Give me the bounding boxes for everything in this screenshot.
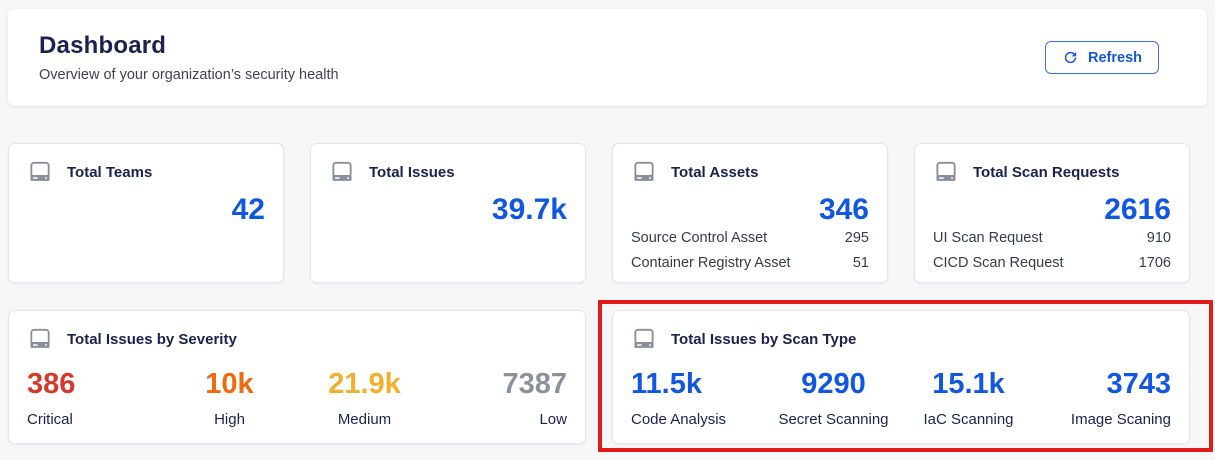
list-item: CICD Scan Request 1706 [933,251,1171,276]
issues-by-scan-type-card: Total Issues by Scan Type 11.5k Code Ana… [612,310,1190,444]
severity-metrics: 386 Critical 10k High 21.9k Medium 7387 … [27,368,567,428]
secret-scanning-label: Secret Scanning [778,411,889,429]
total-teams-value: 42 [231,193,265,226]
drive-icon [631,159,657,185]
metric-card-row: Total Issues by Severity 386 Critical 10… [8,310,1190,444]
list-item-label: Source Control Asset [631,230,768,246]
card-title: Total Issues by Severity [67,330,237,348]
refresh-icon [1064,51,1077,64]
drive-icon [631,326,657,352]
card-title: Total Teams [67,163,153,181]
total-assets-value: 346 [818,193,869,226]
severity-high: 10k High [162,368,297,428]
medium-label: Medium [337,411,392,429]
page-title: Dashboard [39,32,167,59]
card-header: Total Assets [631,159,869,185]
critical-label: Critical [27,411,73,429]
list-item-value: 1706 [1138,255,1171,271]
severity-low: 7387 Low [432,368,567,428]
low-label: Low [539,411,567,429]
total-scan-requests-card: Total Scan Requests 2616 UI Scan Request… [914,143,1190,283]
image-scanning-count: 3743 [1106,368,1171,400]
drive-icon [933,159,959,185]
iac-scanning-count: 15.1k [932,368,1005,400]
critical-count: 386 [27,368,76,400]
drive-icon [329,159,355,185]
scan-secret-scanning: 9290 Secret Scanning [766,368,901,428]
card-header: Total Scan Requests [933,159,1171,185]
drive-icon [27,326,53,352]
scan-request-breakdown: UI Scan Request 910 CICD Scan Request 17… [933,226,1171,276]
severity-critical: 386 Critical [27,368,162,428]
stat-card-row: Total Teams 42 Total Issues 39.7k [8,143,1190,283]
total-issues-value: 39.7k [491,193,567,226]
issues-by-severity-card: Total Issues by Severity 386 Critical 10… [8,310,586,444]
page-header-text: Dashboard Overview of your organization’… [39,32,339,83]
secret-scanning-count: 9290 [801,368,866,400]
card-header: Total Issues by Scan Type [631,326,1171,352]
refresh-button[interactable]: Refresh [1045,41,1159,74]
high-count: 10k [205,368,254,400]
card-header: Total Issues [329,159,567,185]
total-assets-card: Total Assets 346 Source Control Asset 29… [612,143,888,283]
iac-scanning-label: IaC Scanning [923,411,1014,429]
card-title: Total Assets [671,163,759,181]
list-item-value: 51 [852,255,869,271]
code-analysis-label: Code Analysis [631,411,727,429]
card-title: Total Scan Requests [973,163,1120,181]
page-header: Dashboard Overview of your organization’… [8,9,1207,106]
scan-code-analysis: 11.5k Code Analysis [631,368,766,428]
scan-iac-scanning: 15.1k IaC Scanning [901,368,1036,428]
code-analysis-count: 11.5k [631,368,702,400]
card-title: Total Issues [369,163,455,181]
list-item-value: 910 [1146,230,1171,246]
low-count: 7387 [502,368,567,400]
drive-icon [27,159,53,185]
card-header: Total Issues by Severity [27,326,567,352]
list-item: UI Scan Request 910 [933,226,1171,251]
page-subtitle: Overview of your organization’s security… [39,67,339,83]
asset-breakdown: Source Control Asset 295 Container Regis… [631,226,869,276]
high-label: High [214,411,245,429]
list-item: Container Registry Asset 51 [631,251,869,276]
list-item-label: UI Scan Request [933,230,1043,246]
total-teams-card: Total Teams 42 [8,143,284,283]
list-item-label: CICD Scan Request [933,255,1064,271]
image-scanning-label: Image Scaning [1070,411,1171,429]
card-title: Total Issues by Scan Type [671,330,857,348]
scan-type-metrics: 11.5k Code Analysis 9290 Secret Scanning… [631,368,1171,428]
total-issues-card: Total Issues 39.7k [310,143,586,283]
list-item: Source Control Asset 295 [631,226,869,251]
severity-medium: 21.9k Medium [297,368,432,428]
list-item-label: Container Registry Asset [631,255,791,271]
scan-image-scanning: 3743 Image Scaning [1036,368,1171,428]
medium-count: 21.9k [328,368,401,400]
refresh-button-label: Refresh [1088,49,1142,66]
list-item-value: 295 [844,230,869,246]
card-header: Total Teams [27,159,265,185]
total-scan-requests-value: 2616 [1104,193,1171,226]
